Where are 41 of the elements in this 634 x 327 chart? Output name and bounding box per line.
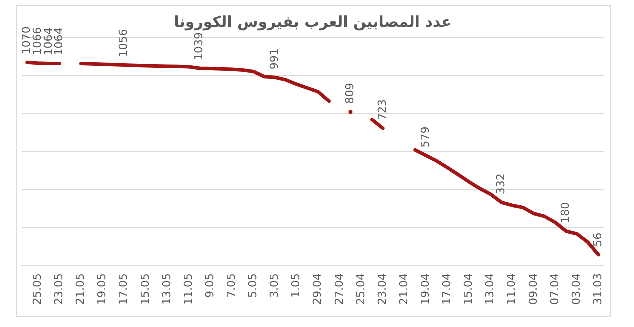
x-tick-label: 15.05 xyxy=(138,274,152,306)
x-tick-label: 29.04 xyxy=(311,274,324,306)
x-tick-label: 25.04 xyxy=(354,274,368,306)
data-label: 579 xyxy=(419,126,432,148)
x-tick-label: 09.04 xyxy=(526,274,540,306)
x-tick-label: 1.05 xyxy=(290,274,303,298)
x-tick-label: 17.05 xyxy=(117,274,130,306)
x-tick-label: 11.04 xyxy=(505,274,518,306)
x-tick-label: 23.04 xyxy=(376,274,389,306)
x-tick-label: 07.04 xyxy=(548,274,562,306)
x-tick-label: 21.04 xyxy=(397,274,410,306)
x-tick-label: 23.05 xyxy=(52,274,66,306)
data-label: 1064 xyxy=(52,28,66,56)
data-label: 1064 xyxy=(42,28,55,56)
data-label: 1066 xyxy=(31,27,44,56)
x-tick-label: 27.04 xyxy=(332,274,346,306)
x-tick-label: 03.04 xyxy=(570,274,583,306)
x-tick-label: 19.05 xyxy=(96,274,109,306)
data-label: 1039 xyxy=(192,32,206,61)
x-tick-label: 31.03 xyxy=(591,274,604,306)
x-tick-label: 9.05 xyxy=(203,274,216,298)
x-tick-label: 25.05 xyxy=(31,274,44,306)
x-tick-label: 7.05 xyxy=(225,274,238,298)
data-label: 56 xyxy=(591,232,604,247)
data-label: 723 xyxy=(376,99,389,120)
x-tick-label: 17.04 xyxy=(440,274,454,306)
data-label: 180 xyxy=(559,202,572,224)
x-tick-label: 19.04 xyxy=(419,274,432,306)
data-label: 1056 xyxy=(117,29,130,58)
data-label: 991 xyxy=(268,48,282,70)
chart-title: عدد المصابين العرب بفيروس الكورونا xyxy=(174,12,452,31)
x-tick-label: 15.04 xyxy=(462,274,476,306)
data-label: 809 xyxy=(344,83,357,104)
x-tick-label: 13.05 xyxy=(160,274,174,306)
data-label: 332 xyxy=(494,174,508,195)
x-tick-label: 3.05 xyxy=(268,274,282,298)
data-label: 1070 xyxy=(20,26,34,55)
x-tick-label: 21.05 xyxy=(74,274,88,306)
x-tick-label: 11.05 xyxy=(182,274,195,306)
x-tick-label: 13.04 xyxy=(484,274,497,306)
x-tick-label: 5.05 xyxy=(246,274,260,298)
